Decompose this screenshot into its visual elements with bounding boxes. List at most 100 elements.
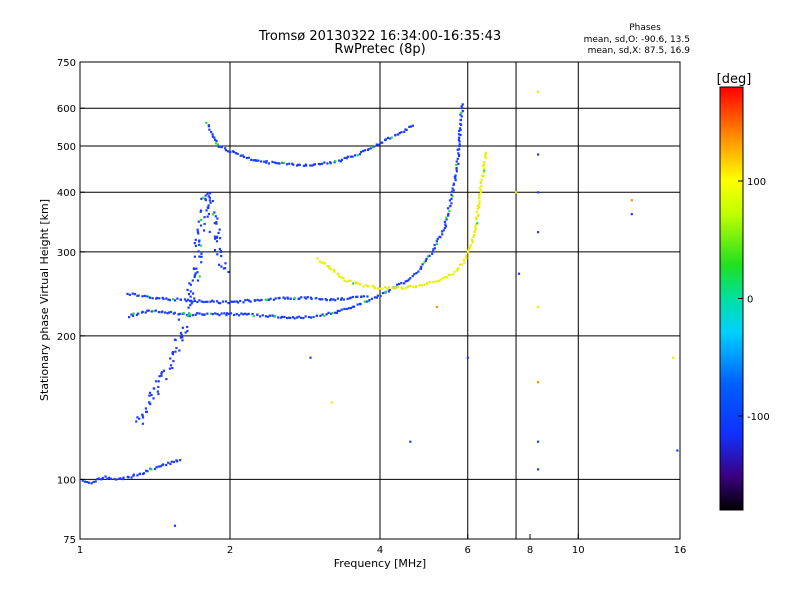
data-point (143, 294, 146, 298)
data-point (356, 154, 359, 157)
data-point (155, 380, 158, 383)
data-point (242, 301, 245, 304)
data-point (381, 141, 384, 144)
data-point (457, 162, 460, 165)
data-point (386, 287, 389, 290)
data-point (376, 294, 379, 297)
data-point (193, 267, 196, 271)
data-point (231, 150, 234, 153)
data-point (259, 160, 263, 163)
data-point (337, 272, 340, 276)
data-point (191, 300, 194, 303)
data-point (371, 146, 374, 149)
stats-x-mode: mean, sd,X: 87.5, 16.9 (588, 46, 691, 56)
chart-subtitle: RwPretec (8p) (334, 42, 425, 57)
data-point (461, 103, 464, 106)
data-point (266, 298, 269, 301)
data-point (239, 154, 242, 157)
data-point (194, 313, 197, 316)
data-point (271, 160, 274, 163)
data-point (245, 156, 249, 160)
isolated-point (517, 272, 521, 275)
x-tick-label: 16 (674, 545, 687, 556)
data-point (464, 256, 468, 259)
data-point (205, 121, 208, 124)
isolated-point (173, 524, 177, 527)
data-point (141, 422, 144, 425)
data-point (407, 278, 410, 281)
data-point (480, 184, 483, 188)
data-point (442, 277, 445, 280)
data-point (146, 295, 149, 298)
data-point (200, 300, 203, 303)
data-point (237, 301, 240, 304)
data-point (215, 236, 218, 239)
data-point (425, 257, 428, 261)
data-point (339, 160, 342, 163)
data-point (307, 315, 311, 319)
data-point (480, 178, 483, 181)
data-point (242, 155, 246, 159)
data-point (375, 143, 378, 146)
data-point (455, 166, 458, 170)
data-point (315, 314, 319, 317)
data-point (169, 364, 173, 367)
data-point (198, 275, 201, 278)
data-point (447, 273, 450, 276)
data-point (426, 255, 430, 258)
data-point (388, 288, 391, 292)
data-point (211, 199, 214, 203)
data-point (377, 143, 380, 146)
data-point (216, 253, 219, 256)
data-point (167, 298, 170, 301)
data-point (457, 133, 461, 136)
data-point (235, 312, 238, 316)
isolated-point (536, 231, 540, 234)
data-point (161, 310, 164, 313)
data-point (240, 312, 243, 315)
data-point (181, 336, 184, 339)
data-point (452, 182, 455, 185)
data-point (346, 297, 349, 301)
data-point (343, 307, 346, 311)
data-point (188, 282, 191, 285)
data-point (336, 309, 339, 313)
data-point (210, 130, 213, 134)
data-point (475, 210, 478, 213)
data-point (323, 262, 326, 265)
data-point (278, 162, 281, 165)
data-point (216, 143, 219, 146)
data-point (202, 300, 205, 304)
data-point (438, 235, 441, 238)
data-point (363, 149, 367, 152)
data-point (454, 174, 457, 177)
isolated-point (466, 356, 469, 359)
data-point (218, 228, 221, 231)
data-point (127, 315, 131, 319)
data-point (224, 262, 227, 265)
data-point (449, 273, 452, 276)
data-point (206, 192, 209, 195)
data-point (141, 413, 144, 416)
data-point (157, 465, 160, 468)
data-point (342, 298, 346, 301)
data-point (209, 312, 212, 315)
data-point (135, 420, 138, 423)
data-point (454, 179, 457, 182)
data-point (186, 329, 189, 333)
data-point (468, 246, 471, 249)
data-point (386, 136, 390, 140)
data-point (197, 220, 200, 223)
data-point (193, 275, 196, 279)
data-point (373, 145, 376, 148)
data-point (92, 480, 95, 484)
data-point (214, 312, 217, 315)
data-point (475, 218, 478, 221)
data-point (169, 462, 172, 466)
x-tick-label: 4 (377, 545, 383, 556)
data-point (159, 465, 162, 468)
data-point (187, 306, 190, 309)
data-point (205, 209, 208, 212)
data-point (168, 299, 172, 302)
isolated-point (435, 305, 438, 309)
